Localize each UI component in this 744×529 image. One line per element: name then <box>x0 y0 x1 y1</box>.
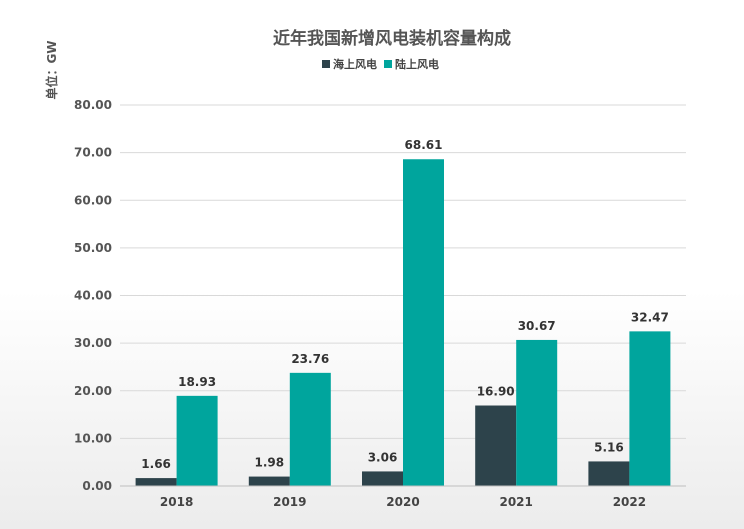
data-label: 3.06 <box>368 450 398 464</box>
x-tick-label: 2018 <box>160 495 193 509</box>
data-label: 23.76 <box>291 352 329 366</box>
legend-swatch-offshore <box>322 60 330 68</box>
bar-offshore <box>248 476 290 486</box>
data-label: 18.93 <box>178 375 216 389</box>
x-tick-label: 2019 <box>273 495 306 509</box>
y-tick-label: 20.00 <box>74 384 112 398</box>
y-tick-label: 80.00 <box>74 98 112 112</box>
bar-onshore <box>403 159 444 486</box>
y-tick-label: 60.00 <box>74 193 112 207</box>
data-label: 30.67 <box>518 319 556 333</box>
data-label: 16.90 <box>477 385 515 399</box>
bar-offshore <box>135 478 177 486</box>
bar-offshore <box>475 405 517 486</box>
y-axis-ticks: 0.00 10.00 20.00 30.00 40.00 50.00 60.00 70.00 8… <box>74 98 112 493</box>
y-tick-label: 30.00 <box>74 336 112 350</box>
bar-onshore <box>516 339 558 486</box>
bar-offshore <box>588 461 630 486</box>
legend-label-onshore: 陆上风电 <box>395 57 439 71</box>
x-axis-ticks: 2018 2019 2020 2021 2022 <box>160 495 646 509</box>
data-label: 1.66 <box>141 457 171 471</box>
y-tick-label: 50.00 <box>74 241 112 255</box>
unit-label: 单位：GW <box>44 40 59 99</box>
data-label: 68.61 <box>405 138 443 152</box>
bar-onshore <box>289 372 331 486</box>
x-tick-label: 2020 <box>386 495 419 509</box>
bar-onshore <box>176 395 218 486</box>
x-tick-label: 2021 <box>499 495 532 509</box>
legend: 海上风电 陆上风电 <box>322 57 439 71</box>
data-label: 5.16 <box>594 440 624 454</box>
y-tick-label: 0.00 <box>82 479 112 493</box>
bars <box>135 159 671 486</box>
legend-label-offshore: 海上风电 <box>333 57 377 71</box>
y-tick-label: 70.00 <box>74 146 112 160</box>
x-tick-label: 2022 <box>613 495 646 509</box>
y-tick-label: 40.00 <box>74 289 112 303</box>
data-labels: 1.66 18.93 1.98 23.76 3.06 68.61 16.90 30.67 5.1… <box>141 138 669 471</box>
data-label: 1.98 <box>254 456 284 470</box>
y-tick-label: 10.00 <box>74 431 112 445</box>
legend-swatch-onshore <box>384 60 392 68</box>
chart-title: 近年我国新增风电装机容量构成 <box>273 28 511 49</box>
bar-offshore <box>362 471 403 486</box>
data-label: 32.47 <box>631 310 669 324</box>
bar-onshore <box>629 331 671 486</box>
